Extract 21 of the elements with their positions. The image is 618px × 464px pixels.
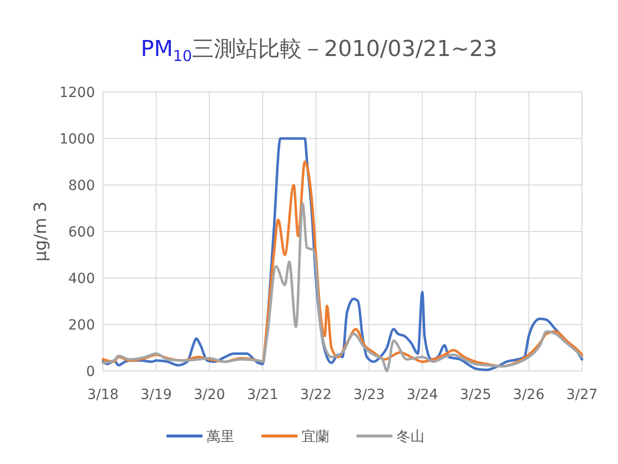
legend-label: 宜蘭 [302,429,330,445]
x-tick-label: 3/25 [460,387,492,403]
x-tick-label: 3/19 [140,387,172,403]
y-tick-label: 1000 [59,132,95,148]
y-tick-label: 600 [68,224,95,240]
legend-label: 冬山 [396,429,424,445]
y-tick-label: 1200 [59,85,95,101]
y-tick-label: 200 [68,318,95,334]
x-tick-label: 3/23 [353,387,385,403]
x-tick-label: 3/24 [406,387,438,403]
y-axis-title: μg/m 3 [31,201,51,262]
y-tick-label: 800 [68,178,95,194]
x-tick-label: 3/21 [246,387,278,403]
legend-label: 萬里 [206,429,234,445]
x-tick-label: 3/27 [566,387,598,403]
y-tick-label: 400 [68,271,95,287]
x-tick-label: 3/26 [513,387,545,403]
x-tick-label: 3/18 [87,387,119,403]
x-tick-label: 3/20 [194,387,226,403]
x-tick-label: 3/22 [300,387,332,403]
y-tick-label: 0 [86,364,95,380]
